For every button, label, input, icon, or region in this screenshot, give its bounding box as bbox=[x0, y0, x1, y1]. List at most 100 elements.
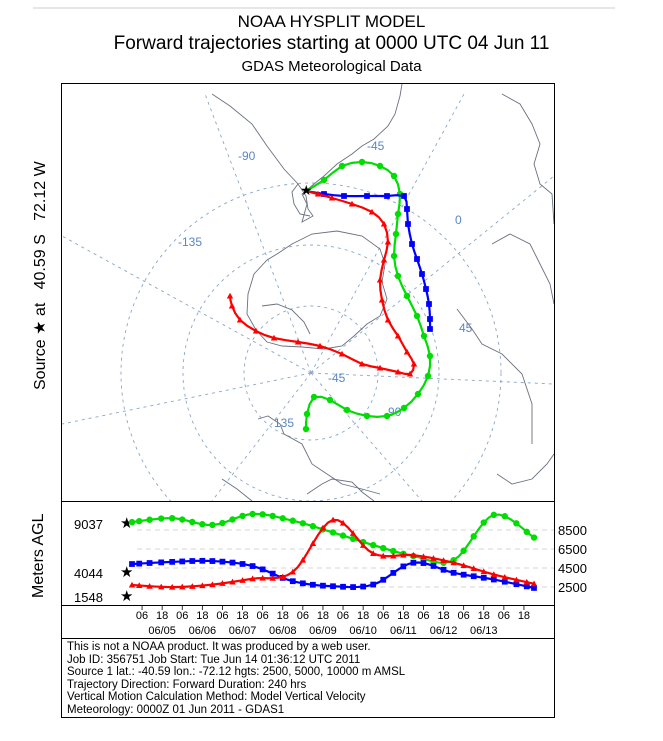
red-trajectory-marker bbox=[314, 190, 322, 197]
red-height-marker bbox=[480, 568, 487, 575]
red-height-marker bbox=[339, 519, 347, 526]
red-trajectory-marker bbox=[394, 332, 402, 339]
blue-height-marker bbox=[513, 581, 520, 588]
map-gridlines bbox=[62, 93, 554, 501]
green-height-marker bbox=[199, 521, 206, 528]
red-height-marker bbox=[450, 559, 457, 566]
red-trajectory-marker bbox=[380, 256, 388, 263]
hour-tick-label: 18 bbox=[397, 610, 409, 622]
red-height-marker bbox=[239, 577, 246, 583]
date-tick-label: 06/05 bbox=[148, 625, 176, 637]
blue-height-marker bbox=[209, 558, 216, 564]
green-height-marker bbox=[390, 547, 397, 555]
red-height-marker bbox=[390, 552, 397, 559]
red-trajectory-marker bbox=[358, 360, 366, 367]
blue-trajectory-marker bbox=[404, 206, 410, 212]
red-trajectory-marker bbox=[410, 360, 418, 367]
red-height-marker bbox=[259, 574, 266, 581]
grid-label-0: 0 bbox=[455, 213, 462, 227]
red-height-marker bbox=[128, 581, 136, 588]
hour-tick-label: 18 bbox=[518, 610, 530, 622]
green-height-marker bbox=[179, 516, 186, 523]
hour-tick-label: 06 bbox=[297, 610, 309, 622]
green-height-marker bbox=[501, 513, 508, 520]
red-height-marker bbox=[299, 556, 307, 563]
green-height-marker bbox=[490, 511, 497, 519]
green-trajectory-marker bbox=[420, 332, 428, 340]
time-axis: 06 18 06 18 06 18 06 18 06 18 06 18 06 18 06 18 06 18 06 18… bbox=[136, 606, 530, 637]
green-height-marker bbox=[239, 512, 246, 520]
red-trajectory-marker bbox=[226, 292, 234, 299]
trajectory-paths bbox=[226, 158, 434, 433]
red-trajectory-marker bbox=[394, 368, 402, 375]
green-trajectory-marker bbox=[394, 210, 402, 218]
red-height-marker bbox=[513, 576, 520, 583]
red-height-marker bbox=[269, 575, 276, 581]
y-axis-label: Meters AGL bbox=[30, 513, 47, 598]
hour-tick-label: 06 bbox=[216, 610, 228, 622]
blue-height-marker bbox=[450, 569, 457, 576]
blue-height-marker bbox=[460, 571, 467, 578]
green-height-marker bbox=[480, 519, 487, 526]
date-tick-label: 06/12 bbox=[430, 625, 458, 637]
red-trajectory-marker bbox=[252, 327, 260, 334]
blue-trajectory-marker bbox=[427, 316, 433, 322]
source-side-label: Source ★ at 40.59 S 72.12 W bbox=[30, 161, 50, 390]
green-height-marker bbox=[259, 511, 266, 518]
green-height-marker bbox=[470, 533, 477, 540]
green-trajectory-marker bbox=[310, 393, 318, 401]
red-height-marker bbox=[229, 578, 236, 585]
green-height-marker bbox=[158, 515, 165, 522]
blue-height-marker bbox=[189, 558, 196, 564]
date-tick-label: 06/08 bbox=[269, 625, 297, 637]
green-height-marker bbox=[209, 521, 216, 529]
height-profile bbox=[128, 510, 554, 591]
green-height-marker bbox=[380, 544, 387, 552]
start-level-4044: 4044 bbox=[74, 566, 103, 581]
green-height-marker bbox=[189, 518, 196, 526]
start-star-icon-mid: ★ bbox=[120, 564, 134, 581]
source-word: Source bbox=[32, 339, 49, 390]
green-trajectory-marker bbox=[414, 390, 422, 398]
australia-coast bbox=[221, 415, 381, 501]
red-height-marker bbox=[400, 551, 407, 558]
green-height-marker bbox=[136, 517, 143, 525]
red-trajectory-marker bbox=[294, 338, 302, 345]
start-level-9037: 9037 bbox=[74, 517, 103, 532]
green-trajectory-marker bbox=[383, 412, 391, 420]
hour-tick-label: 06 bbox=[136, 610, 148, 622]
red-height-marker bbox=[329, 516, 337, 523]
meridian-line-4 bbox=[310, 372, 554, 385]
red-trajectory-marker bbox=[380, 220, 388, 227]
green-trajectory-marker bbox=[326, 396, 334, 404]
right-level-6500: 6500 bbox=[558, 542, 587, 557]
map-profile-divider bbox=[61, 501, 555, 502]
red-height-marker bbox=[530, 580, 538, 587]
green-height-marker bbox=[249, 510, 256, 518]
source-lat: 40.59 S bbox=[32, 234, 49, 290]
top-divider bbox=[33, 7, 615, 9]
red-height-marker bbox=[169, 583, 176, 590]
red-height-marker bbox=[370, 550, 377, 557]
blue-height-marker bbox=[158, 559, 165, 566]
blue-trajectory-marker bbox=[341, 193, 347, 199]
green-height-marker bbox=[349, 535, 357, 543]
plot-frame bbox=[61, 83, 555, 718]
blue-trajectory-line bbox=[305, 189, 432, 330]
info-source: Source 1 lat.: -40.59 lon.: -72.12 hgts:… bbox=[67, 666, 406, 678]
blue-trajectory-marker bbox=[419, 271, 425, 277]
red-trajectory-marker bbox=[378, 296, 386, 303]
blue-height-marker bbox=[259, 566, 266, 573]
meridian-line-6 bbox=[62, 372, 312, 425]
coast-fragment-1 bbox=[496, 453, 554, 485]
green-height-marker bbox=[229, 516, 236, 523]
blue-trajectory-marker bbox=[423, 286, 429, 292]
red-trajectory-marker bbox=[236, 316, 244, 323]
chart-title: NOAA HYSPLIT MODEL bbox=[237, 12, 426, 31]
red-trajectory-marker bbox=[316, 342, 324, 349]
red-height-marker bbox=[440, 557, 447, 563]
date-tick-label: 06/11 bbox=[390, 625, 417, 637]
red-height-marker bbox=[430, 555, 437, 561]
meteorological-data-label: GDAS Meteorological Data bbox=[241, 58, 422, 75]
info-direction: Trajectory Direction: Forward Duration: … bbox=[67, 678, 307, 691]
